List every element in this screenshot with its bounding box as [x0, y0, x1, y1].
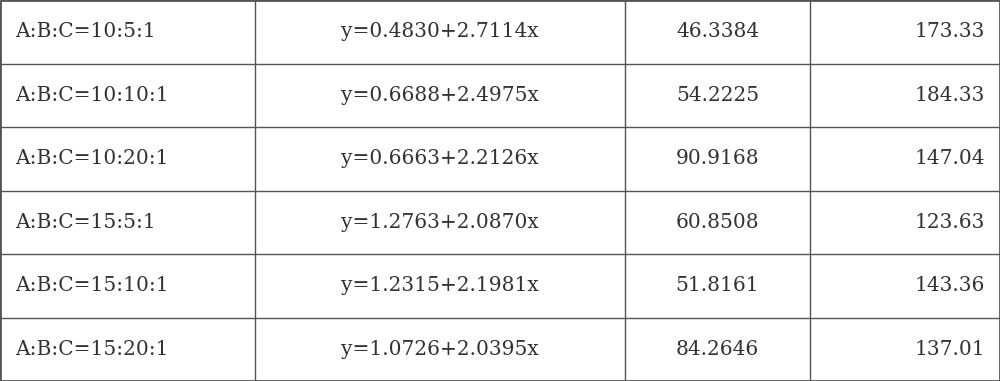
Text: y=0.6688+2.4975x: y=0.6688+2.4975x: [341, 86, 539, 105]
Text: y=0.4830+2.7114x: y=0.4830+2.7114x: [341, 22, 539, 41]
Text: 60.8508: 60.8508: [676, 213, 759, 232]
Text: 54.2225: 54.2225: [676, 86, 759, 105]
Text: 147.04: 147.04: [914, 149, 985, 168]
Text: 84.2646: 84.2646: [676, 340, 759, 359]
Text: A:B:C=10:5:1: A:B:C=10:5:1: [15, 22, 156, 41]
Text: 123.63: 123.63: [915, 213, 985, 232]
Text: 46.3384: 46.3384: [676, 22, 759, 41]
Text: 90.9168: 90.9168: [676, 149, 759, 168]
Text: A:B:C=10:20:1: A:B:C=10:20:1: [15, 149, 168, 168]
Text: y=0.6663+2.2126x: y=0.6663+2.2126x: [341, 149, 539, 168]
Text: A:B:C=10:10:1: A:B:C=10:10:1: [15, 86, 169, 105]
Text: A:B:C=15:10:1: A:B:C=15:10:1: [15, 276, 169, 295]
Text: y=1.0726+2.0395x: y=1.0726+2.0395x: [341, 340, 539, 359]
Text: 173.33: 173.33: [915, 22, 985, 41]
Text: 143.36: 143.36: [915, 276, 985, 295]
Text: y=1.2763+2.0870x: y=1.2763+2.0870x: [341, 213, 539, 232]
Text: 51.8161: 51.8161: [676, 276, 759, 295]
Text: A:B:C=15:20:1: A:B:C=15:20:1: [15, 340, 168, 359]
Text: 137.01: 137.01: [914, 340, 985, 359]
Text: A:B:C=15:5:1: A:B:C=15:5:1: [15, 213, 156, 232]
Text: y=1.2315+2.1981x: y=1.2315+2.1981x: [341, 276, 539, 295]
Text: 184.33: 184.33: [915, 86, 985, 105]
